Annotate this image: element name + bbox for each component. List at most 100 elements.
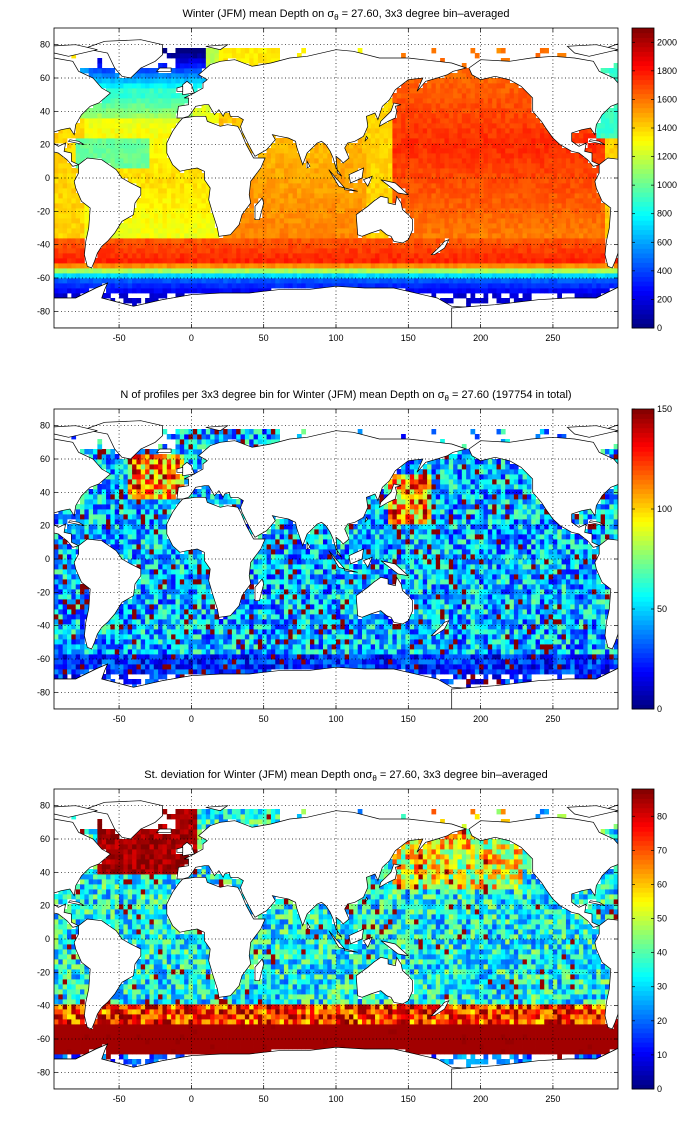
data-bin — [453, 123, 458, 129]
data-bin — [565, 158, 571, 164]
data-bin — [175, 258, 181, 264]
data-bin — [101, 293, 107, 299]
data-bin — [366, 138, 372, 144]
data-bin — [80, 669, 85, 675]
data-bin — [275, 48, 280, 54]
data-bin — [162, 113, 168, 119]
data-bin — [505, 58, 510, 64]
data-bin — [492, 659, 497, 665]
data-bin — [375, 138, 380, 144]
data-bin — [457, 218, 463, 224]
data-bin — [322, 148, 328, 154]
data-bin — [431, 263, 437, 269]
data-bin — [197, 243, 202, 249]
data-bin — [535, 158, 541, 164]
data-bin — [418, 123, 424, 129]
data-bin — [448, 233, 454, 239]
data-bin — [192, 83, 198, 89]
data-bin — [405, 123, 411, 129]
data-bin — [71, 143, 77, 149]
data-bin — [379, 273, 385, 279]
data-bin — [470, 203, 476, 209]
data-bin — [383, 158, 389, 164]
data-bin — [218, 48, 224, 54]
data-bin — [396, 193, 402, 199]
data-bin — [492, 268, 497, 274]
data-bin — [509, 263, 515, 269]
data-bin — [453, 128, 458, 134]
data-bin — [140, 253, 146, 259]
data-bin — [431, 253, 437, 259]
data-bin — [401, 118, 406, 124]
data-bin — [127, 128, 133, 134]
data-bin — [483, 263, 489, 269]
data-bin — [466, 113, 471, 119]
data-bin — [552, 288, 558, 294]
data-bin — [500, 263, 506, 269]
data-bin — [487, 183, 493, 189]
data-bin — [535, 153, 541, 159]
data-bin — [192, 113, 198, 119]
data-bin — [257, 288, 263, 294]
colorbar-segment — [632, 65, 654, 71]
data-bin — [322, 188, 328, 194]
data-bin — [266, 208, 272, 214]
data-bin — [505, 243, 510, 249]
data-bin — [214, 263, 220, 269]
data-bin — [136, 208, 142, 214]
data-bin — [318, 228, 324, 234]
data-bin — [418, 213, 424, 219]
data-bin — [266, 163, 272, 169]
data-bin — [583, 263, 589, 269]
data-bin — [505, 118, 510, 124]
data-bin — [84, 148, 90, 154]
data-bin — [296, 188, 302, 194]
data-bin — [149, 103, 155, 109]
data-bin — [336, 163, 341, 169]
data-bin — [570, 273, 576, 279]
data-bin — [331, 238, 337, 244]
data-bin — [496, 223, 502, 229]
data-bin — [561, 208, 567, 214]
data-bin — [388, 253, 393, 259]
data-bin — [110, 273, 116, 279]
data-bin — [487, 108, 493, 114]
data-bin — [205, 248, 211, 254]
data-bin — [448, 133, 454, 139]
data-bin — [461, 138, 467, 144]
data-bin — [409, 153, 415, 159]
data-bin — [414, 98, 419, 104]
data-bin — [309, 233, 315, 239]
data-bin — [388, 103, 393, 109]
data-bin — [322, 178, 328, 184]
data-bin — [396, 108, 402, 114]
data-bin — [522, 223, 528, 229]
data-bin — [132, 283, 137, 289]
data-bin — [327, 273, 333, 279]
data-bin — [431, 248, 437, 254]
data-bin — [470, 158, 476, 164]
data-bin — [457, 228, 463, 234]
data-bin — [596, 163, 602, 169]
data-bin — [257, 193, 263, 199]
data-bin — [305, 659, 311, 665]
data-bin — [349, 268, 354, 274]
data-bin — [210, 48, 215, 54]
data-bin — [153, 268, 159, 274]
data-bin — [383, 283, 389, 289]
data-bin — [214, 669, 220, 675]
data-bin — [548, 664, 554, 670]
data-bin — [578, 293, 584, 299]
data-bin — [375, 659, 380, 665]
data-bin — [210, 654, 215, 660]
data-bin — [479, 238, 484, 244]
data-bin — [370, 278, 376, 284]
data-bin — [132, 148, 137, 154]
data-bin — [336, 278, 341, 284]
data-bin — [249, 263, 254, 269]
data-bin — [188, 173, 194, 179]
data-bin — [54, 268, 59, 274]
data-bin — [466, 108, 471, 114]
data-bin — [435, 659, 441, 665]
data-bin — [396, 183, 402, 189]
